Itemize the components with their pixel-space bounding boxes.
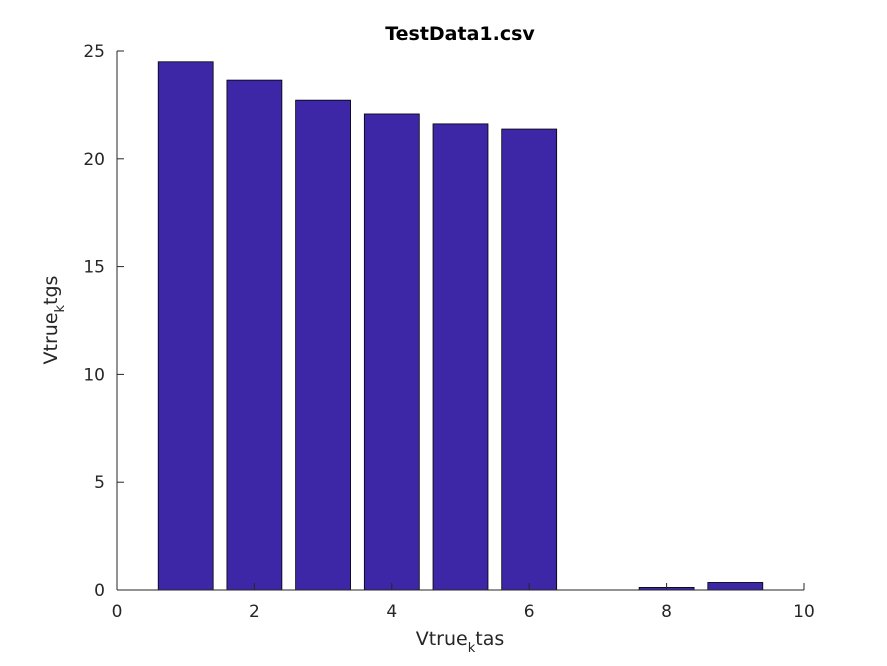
bar-3: [295, 99, 351, 591]
chart-title: TestData1.csv: [385, 23, 535, 45]
bar-2: [226, 79, 283, 591]
x-tick-label-0: 0: [112, 602, 123, 622]
y-tick-label-0: 0: [94, 581, 105, 601]
y-axis-label: Vtruektgs: [40, 276, 68, 365]
bar-5: [432, 123, 489, 591]
bar-9: [707, 582, 764, 591]
x-axis-label-rest: tas: [475, 628, 504, 650]
x-axis-label-subscript: k: [468, 641, 476, 656]
x-tick-label-6: 6: [524, 602, 535, 622]
x-tick-label-8: 8: [661, 602, 672, 622]
x-tick-label-10: 10: [793, 602, 815, 622]
x-tick-label-2: 2: [249, 602, 260, 622]
y-tick-label-10: 10: [83, 365, 105, 385]
axes-layer: [116, 51, 804, 591]
y-axis-label-base: Vtrue: [40, 312, 62, 364]
x-axis-label-base: Vtrue: [416, 628, 468, 650]
bar-4: [363, 113, 420, 591]
y-axis-label-subscript: k: [53, 304, 68, 312]
y-tick-label-15: 15: [83, 258, 105, 278]
y-axis-label-rest: tgs: [40, 276, 62, 305]
bars-layer: [157, 61, 764, 591]
y-tick-label-20: 20: [83, 150, 105, 170]
y-tick-label-5: 5: [94, 473, 105, 493]
y-tick-label-25: 25: [83, 42, 105, 62]
x-tick-label-4: 4: [386, 602, 397, 622]
bar-6: [501, 128, 558, 591]
ticks-layer: 0 2 4 6 8 10 0 5 10 15 20 25: [83, 42, 814, 622]
bar-1: [157, 61, 214, 591]
x-axis-label: Vtruektas: [416, 628, 505, 656]
